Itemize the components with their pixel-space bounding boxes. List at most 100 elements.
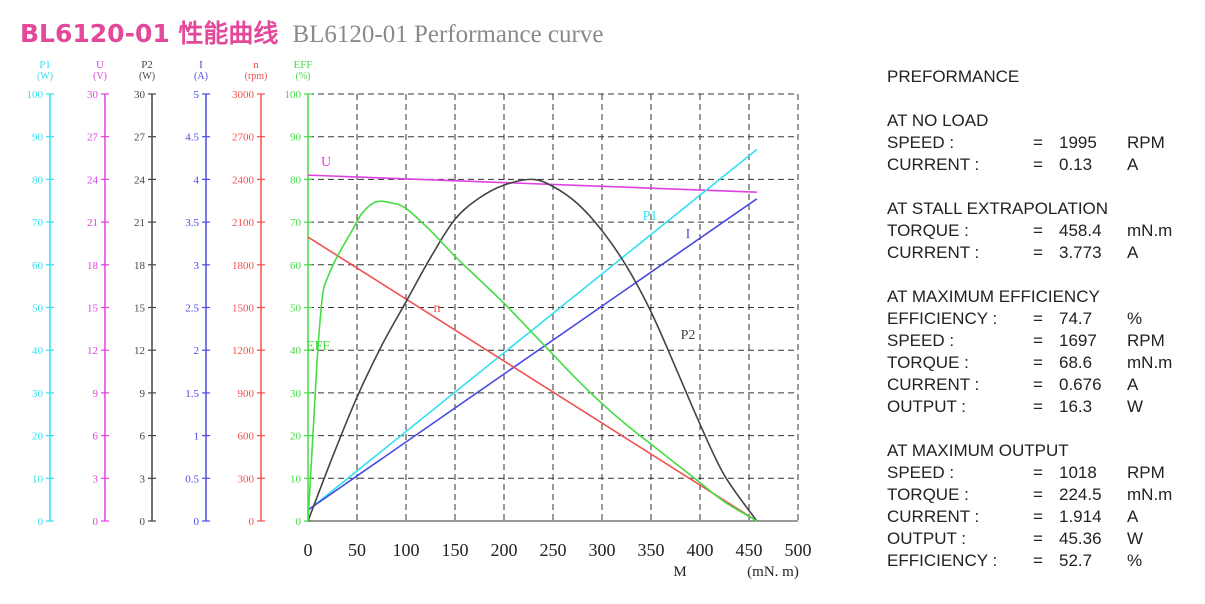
spec-unit: A bbox=[1127, 155, 1139, 174]
spec-label: SPEED : bbox=[887, 463, 955, 482]
x-tick-label: 0 bbox=[304, 540, 313, 560]
spec-unit: A bbox=[1127, 507, 1139, 526]
spec-equals: = bbox=[1033, 353, 1043, 372]
x-tick-label: 500 bbox=[785, 540, 812, 560]
y-tick-label: 21 bbox=[87, 217, 98, 229]
spec-equals: = bbox=[1033, 133, 1043, 152]
spec-value: 52.7 bbox=[1059, 551, 1093, 570]
spec-value: 1697 bbox=[1059, 331, 1097, 350]
y-axis-unit: (V) bbox=[93, 71, 107, 82]
spec-equals: = bbox=[1033, 463, 1043, 482]
y-tick-label: 30 bbox=[290, 388, 302, 400]
y-axis-label: EFF bbox=[294, 59, 313, 71]
y-tick-label: 3 bbox=[93, 473, 99, 485]
y-tick-label: 3 bbox=[140, 473, 146, 485]
y-tick-label: 5 bbox=[194, 89, 200, 101]
y-tick-label: 15 bbox=[87, 303, 99, 315]
x-axis-name: M bbox=[673, 564, 686, 580]
performance-panel: PREFORMANCE AT NO LOAD SPEED : = 1995 RPM CUR… bbox=[887, 66, 1197, 572]
y-tick-label: 60 bbox=[290, 260, 302, 272]
spec-row: CURRENT : = 0.676 A bbox=[887, 374, 1197, 396]
spec-equals: = bbox=[1033, 375, 1043, 394]
spec-value: 16.3 bbox=[1059, 397, 1093, 416]
y-axis-unit: (%) bbox=[296, 71, 311, 82]
section-title: AT STALL EXTRAPOLATION bbox=[887, 199, 1109, 218]
y-tick-label: 0 bbox=[194, 516, 200, 528]
curve-label-i: I bbox=[686, 227, 691, 242]
y-tick-label: 15 bbox=[134, 303, 146, 315]
curve-label-p1: P1 bbox=[643, 209, 658, 224]
x-tick-label: 50 bbox=[348, 540, 366, 560]
spec-label: TORQUE : bbox=[887, 353, 969, 372]
spec-equals: = bbox=[1033, 221, 1043, 240]
y-tick-label: 0 bbox=[140, 516, 146, 528]
y-tick-label: 6 bbox=[93, 431, 99, 443]
spec-equals: = bbox=[1033, 243, 1043, 262]
x-tick-label: 400 bbox=[687, 540, 714, 560]
y-tick-label: 4.5 bbox=[185, 132, 199, 144]
y-tick-label: 18 bbox=[134, 260, 146, 272]
y-tick-label: 9 bbox=[140, 388, 146, 400]
y-axis-label: U bbox=[96, 59, 104, 71]
spec-row: EFFICIENCY : = 52.7% bbox=[887, 550, 1197, 572]
spec-unit: mN.m bbox=[1127, 485, 1173, 504]
x-tick-label: 300 bbox=[589, 540, 616, 560]
series-line-eff bbox=[307, 200, 758, 522]
y-tick-label: 300 bbox=[238, 473, 255, 485]
y-axis-label: n bbox=[253, 59, 259, 71]
y-tick-label: 60 bbox=[32, 260, 44, 272]
y-tick-label: 50 bbox=[290, 303, 302, 315]
spec-value: 0.676 bbox=[1059, 375, 1102, 394]
spec-equals: = bbox=[1033, 397, 1043, 416]
curve-label-eff: EFF bbox=[306, 339, 330, 354]
spec-equals: = bbox=[1033, 309, 1043, 328]
y-axis-unit: (W) bbox=[37, 71, 53, 82]
y-tick-label: 10 bbox=[290, 473, 302, 485]
spec-value: 74.7 bbox=[1059, 309, 1093, 328]
title-en: BL6120-01 Performance curve bbox=[292, 21, 604, 48]
spec-value: 68.6 bbox=[1059, 353, 1093, 372]
y-tick-label: 2.5 bbox=[185, 303, 199, 315]
y-tick-label: 90 bbox=[32, 132, 44, 144]
y-tick-label: 12 bbox=[87, 345, 98, 357]
section-title: AT MAXIMUM OUTPUT bbox=[887, 441, 1069, 460]
performance-section: AT NO LOAD SPEED : = 1995 RPM CURRENT : = 0.13 A bbox=[887, 110, 1197, 176]
y-axis-unit: (rpm) bbox=[245, 71, 268, 82]
spec-unit: RPM bbox=[1127, 331, 1165, 350]
y-tick-label: 24 bbox=[87, 174, 99, 186]
spec-label: SPEED : bbox=[887, 331, 955, 350]
y-tick-label: 0 bbox=[38, 516, 44, 528]
title-cn: BL6120-01 性能曲线 bbox=[20, 19, 279, 48]
x-tick-label: 450 bbox=[736, 540, 763, 560]
y-tick-label: 20 bbox=[32, 431, 44, 443]
spec-label: TORQUE : bbox=[887, 221, 969, 240]
spec-equals: = bbox=[1033, 485, 1043, 504]
y-tick-label: 30 bbox=[134, 89, 146, 101]
spec-label: OUTPUT : bbox=[887, 529, 967, 548]
spec-value: 0.13 bbox=[1059, 155, 1093, 174]
spec-unit: RPM bbox=[1127, 133, 1165, 152]
y-tick-label: 50 bbox=[32, 303, 44, 315]
spec-unit: A bbox=[1127, 243, 1139, 262]
series-line-u bbox=[307, 174, 757, 194]
y-tick-label: 70 bbox=[32, 217, 44, 229]
y-tick-label: 2100 bbox=[232, 217, 255, 229]
y-tick-label: 4 bbox=[194, 174, 200, 186]
spec-row: TORQUE : = 224.5 mN.m bbox=[887, 484, 1197, 506]
spec-row: TORQUE : = 68.6 mN.m bbox=[887, 352, 1197, 374]
spec-unit: % bbox=[1127, 551, 1143, 570]
y-tick-label: 80 bbox=[32, 174, 44, 186]
spec-equals: = bbox=[1033, 529, 1043, 548]
spec-row: CURRENT : = 1.914 A bbox=[887, 506, 1197, 528]
spec-unit: % bbox=[1127, 309, 1143, 328]
performance-section: AT MAXIMUM EFFICIENCY EFFICIENCY : = 74.7% S… bbox=[887, 286, 1197, 418]
y-tick-label: 0 bbox=[249, 516, 255, 528]
spec-label: CURRENT : bbox=[887, 375, 980, 394]
spec-row: SPEED : = 1697 RPM bbox=[887, 330, 1197, 352]
spec-value: 1995 bbox=[1059, 133, 1097, 152]
performance-sections: AT NO LOAD SPEED : = 1995 RPM CURRENT : = 0.13 A… bbox=[887, 110, 1197, 572]
y-tick-label: 2400 bbox=[232, 174, 255, 186]
x-tick-label: 250 bbox=[540, 540, 567, 560]
y-tick-label: 90 bbox=[290, 132, 302, 144]
